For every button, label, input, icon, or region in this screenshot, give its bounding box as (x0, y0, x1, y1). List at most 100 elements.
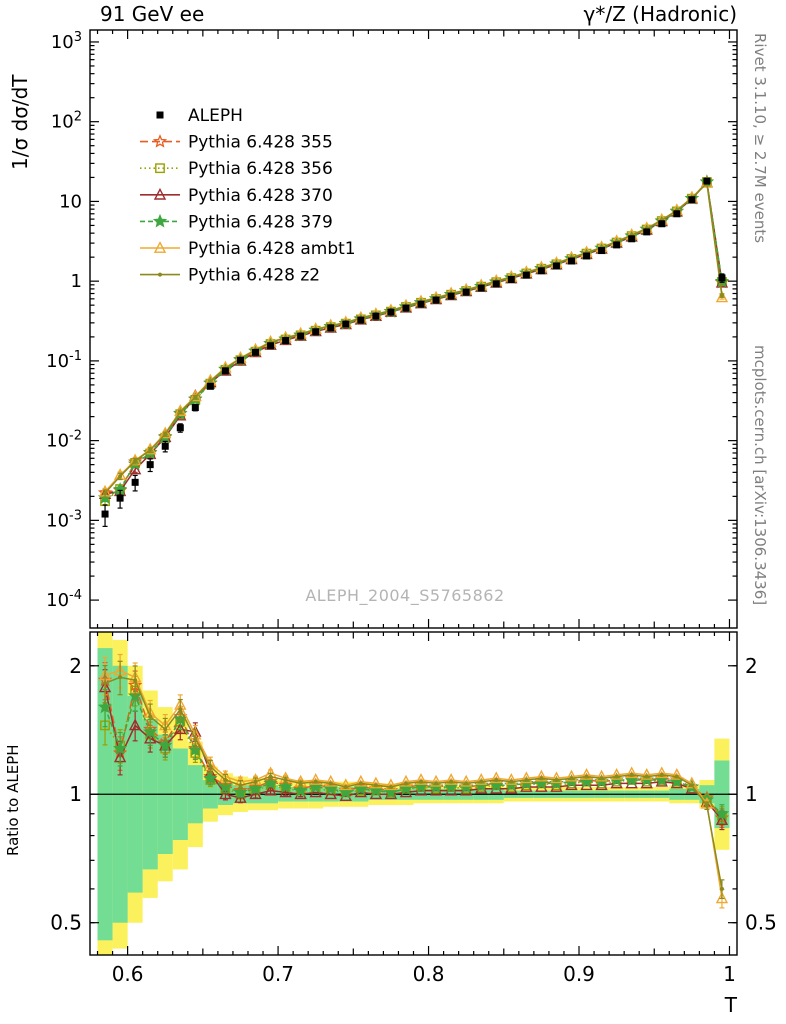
ratio-marker-series-5 (223, 777, 228, 782)
ratio-marker-series-5 (614, 774, 619, 779)
y-tick-label: 102 (51, 110, 82, 133)
ratio-marker-series-4 (670, 767, 683, 780)
ratio-marker-series-2 (264, 783, 277, 796)
ratio-panel-series (97, 653, 730, 909)
ratio-marker-series-4 (324, 774, 337, 787)
ratio-marker-series-4 (580, 767, 593, 780)
main-panel-series (97, 174, 730, 527)
y-tick-label: 10 (59, 191, 82, 212)
main-marker-series-5 (118, 474, 123, 479)
main-marker-series-4 (159, 426, 172, 439)
ratio-marker-series-4 (475, 773, 488, 785)
y-tick-label: 103 (51, 30, 82, 53)
ratio-marker-series-4 (429, 774, 443, 787)
data-point (221, 367, 229, 375)
ratio-marker-series-3 (534, 775, 549, 790)
ratio-marker-series-3 (383, 784, 399, 799)
legend-label-series-2: Pythia 6.428 370 (188, 186, 333, 206)
ratio-marker-series-5 (479, 779, 484, 784)
ratio-marker-series-5 (644, 774, 649, 779)
ratio-marker-series-5 (328, 781, 333, 786)
ratio-marker-series-5 (629, 772, 634, 777)
ratio-marker-series-5 (674, 774, 679, 779)
ratio-marker-series-2 (219, 787, 232, 800)
data-point (131, 478, 139, 486)
data-point (718, 274, 726, 282)
ratio-marker-series-3 (218, 779, 233, 794)
ratio-marker-series-5 (148, 714, 153, 719)
ratio-marker-series-3 (714, 806, 730, 820)
ratio-marker-series-5 (268, 774, 273, 779)
data-point (101, 510, 109, 518)
ratio-marker-series-4 (339, 778, 352, 791)
ratio-marker-series-3 (278, 779, 293, 794)
ratio-marker-series-5 (163, 727, 168, 732)
data-point (462, 288, 470, 296)
x-tick-label: 0.6 (112, 962, 144, 986)
ratio-marker-series-5 (509, 779, 514, 784)
legend-label-series-5: Pythia 6.428 z2 (188, 266, 320, 286)
legend-marker-series-5 (158, 272, 162, 277)
ratio-marker-series-4 (490, 771, 503, 784)
main-marker-series-5 (163, 432, 168, 437)
data-point (282, 337, 290, 345)
ratio-marker-series-3 (338, 784, 353, 799)
ratio-tick-label-left: 2 (69, 654, 82, 678)
ratio-marker-series-3 (308, 779, 323, 794)
main-marker-series-5 (103, 491, 108, 496)
ratio-marker-series-4 (354, 774, 367, 787)
y-tick-label: 1 (71, 271, 82, 292)
data-point (146, 461, 154, 469)
data-point (643, 228, 651, 236)
ratio-marker-series-3 (233, 784, 248, 799)
data-point (492, 280, 500, 288)
ratio-marker-series-5 (103, 681, 108, 686)
main-marker-series-5 (193, 395, 198, 400)
ratio-marker-series-5 (719, 886, 724, 891)
ratio-marker-series-5 (659, 772, 664, 777)
ratio-marker-series-3 (203, 770, 218, 785)
ratio-marker-series-5 (524, 777, 529, 782)
ratio-marker-series-3 (579, 774, 594, 788)
x-tick-label: 0.8 (413, 962, 445, 986)
legend-label-series-3: Pythia 6.428 379 (188, 212, 333, 232)
ratio-marker-series-4 (685, 776, 699, 789)
legend-marker-series-2 (153, 187, 167, 200)
ratio-tick-label-right: 1 (745, 782, 758, 806)
ratio-marker-series-5 (689, 783, 694, 788)
ratio-marker-series-5 (313, 779, 318, 784)
y-axis-title-main: 1/σ dσ/dT (8, 74, 32, 170)
ratio-marker-series-3 (158, 738, 173, 752)
legend-label-series-4: Pythia 6.428 ambt1 (188, 239, 356, 259)
data-point (537, 267, 545, 275)
ratio-marker-series-5 (178, 707, 183, 712)
data-point (522, 271, 530, 279)
data-point (628, 235, 636, 243)
ratio-marker-series-5 (388, 784, 393, 789)
ratio-marker-series-3 (188, 742, 203, 757)
ratio-marker-series-4 (655, 766, 668, 779)
ratio-marker-series-5 (343, 784, 348, 789)
ratio-marker-series-5 (208, 764, 213, 769)
legend: ALEPH Pythia 6.428 355 Pythia 6.428 356 Pyt… (140, 106, 356, 286)
ratio-marker-series-2 (715, 813, 729, 825)
ratio-marker-series-5 (193, 736, 198, 741)
legend-marker-series-4 (153, 241, 167, 253)
ratio-marker-series-5 (118, 675, 123, 680)
ratio-marker-series-4 (460, 774, 473, 787)
main-marker-series-5 (178, 409, 183, 414)
legend-marker-series-1 (155, 163, 165, 174)
legend-marker-series-3 (152, 213, 168, 228)
data-point (552, 262, 560, 270)
data-point (161, 442, 169, 450)
ratio-marker-series-4 (595, 769, 608, 782)
main-frame (89, 29, 738, 629)
ratio-marker-series-5 (358, 781, 363, 786)
ratio-marker-series-4 (505, 773, 518, 785)
ratio-marker-series-3 (413, 779, 429, 794)
ratio-marker-series-4 (309, 773, 322, 785)
data-point (297, 332, 305, 340)
x-tick-label: 1 (723, 962, 736, 986)
ratio-marker-series-3 (97, 699, 113, 714)
